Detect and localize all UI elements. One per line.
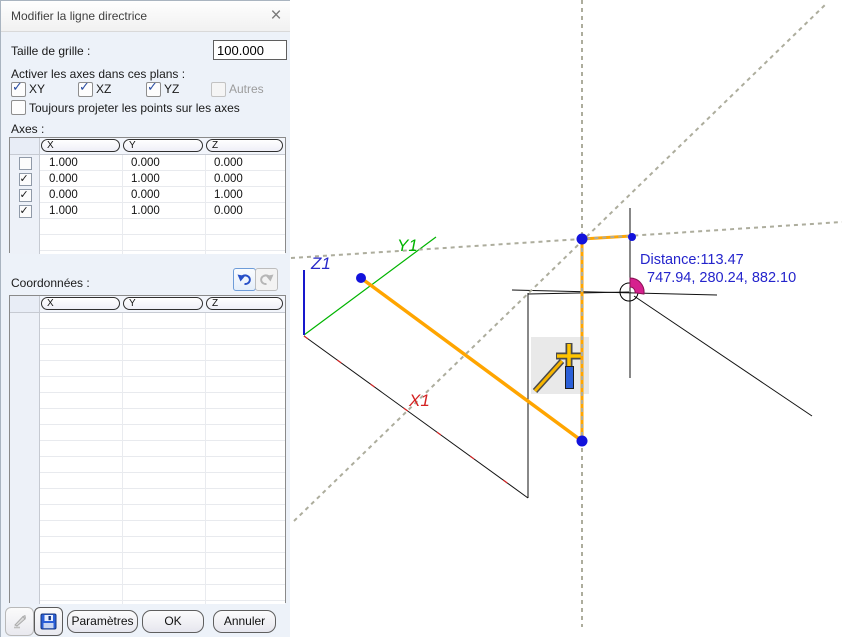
row-checkbox[interactable] [18, 172, 32, 186]
row-checkbox[interactable] [18, 156, 32, 170]
model-viewport[interactable]: Z1 Y1 X1 Distance:113.47 747.94, 280.24,… [290, 0, 842, 637]
checkbox-autres [211, 82, 226, 97]
y1-axis-label: Y1 [397, 236, 418, 255]
grid-size-input[interactable] [213, 40, 287, 60]
snap-marker-icon [629, 277, 645, 295]
checkbox-xz-label: XZ [96, 82, 112, 96]
dialog-title: Modifier la ligne directrice [11, 9, 148, 23]
coordinates-readout: 747.94, 280.24, 882.10 [647, 270, 796, 286]
model-canvas[interactable]: Z1 Y1 X1 Distance:113.47 747.94, 280.24,… [290, 0, 842, 637]
checkbox-project-points[interactable] [11, 100, 26, 115]
planes-label: Activer les axes dans ces plans : [11, 67, 186, 81]
dialog-titlebar[interactable]: Modifier la ligne directrice × [1, 1, 290, 32]
checkbox-xy-label: XY [29, 82, 46, 96]
coordinates-header-spacer [10, 296, 40, 312]
axes-header-z[interactable]: Z [206, 139, 283, 152]
save-icon [40, 613, 57, 630]
distance-readout: Distance:113.47 [640, 252, 744, 268]
table-row[interactable]: 1.000 0.000 0.000 [10, 155, 285, 171]
coordinates-table-header: X Y Z [10, 296, 285, 313]
project-points-label: Toujours projeter les points sur les axe… [29, 101, 240, 115]
coordinates-header-x[interactable]: X [41, 297, 120, 310]
cancel-button[interactable]: Annuler [213, 610, 276, 633]
model-edges [303, 208, 813, 499]
row-checkbox[interactable] [18, 204, 32, 218]
checkbox-yz-label: YZ [164, 82, 180, 96]
axes-table-header: X Y Z [10, 138, 285, 155]
grid-guide-lines [290, 0, 842, 627]
coordinates-table-body[interactable] [10, 313, 285, 604]
drive-line-tool-cursor-icon [531, 337, 589, 394]
coordinates-label: Coordonnées : [11, 276, 90, 290]
axes-table-body: 1.000 0.000 0.000 0.000 1.000 0.000 0.00… [10, 155, 285, 254]
axes-header-spacer [10, 138, 40, 154]
axes-header-y[interactable]: Y [123, 139, 203, 152]
axes-header-x[interactable]: X [41, 139, 120, 152]
parameters-button[interactable]: Paramètres [67, 610, 138, 633]
axes-table: X Y Z 1.000 0.000 0.000 0.000 1.000 [9, 137, 286, 254]
row-checkbox[interactable] [18, 188, 32, 202]
checkbox-yz[interactable] [146, 80, 161, 97]
checkbox-xy[interactable] [11, 80, 26, 97]
redo-icon [260, 274, 274, 286]
coordinates-table: X Y Z [9, 295, 286, 604]
close-icon[interactable]: × [270, 5, 282, 26]
axes-label: Axes : [11, 122, 45, 136]
table-row[interactable]: 0.000 1.000 0.000 [10, 171, 285, 187]
undo-button[interactable] [233, 268, 256, 291]
ok-button[interactable]: OK [142, 610, 204, 633]
z1-axis-label: Z1 [310, 254, 331, 273]
pen-button [5, 607, 34, 636]
modify-drive-line-dialog: Modifier la ligne directrice × Taille de… [0, 0, 291, 637]
redo-button [255, 268, 278, 291]
drive-line[interactable] [359, 234, 632, 443]
table-row[interactable]: 1.000 1.000 0.000 [10, 203, 285, 219]
drive-line-points[interactable] [356, 233, 636, 447]
save-button[interactable] [34, 607, 63, 636]
table-row[interactable]: 0.000 0.000 1.000 [10, 187, 285, 203]
checkbox-xz[interactable] [78, 80, 93, 97]
pen-icon [14, 614, 26, 629]
undo-icon [237, 274, 251, 286]
coordinates-header-y[interactable]: Y [123, 297, 203, 310]
x1-axis-label: X1 [408, 391, 430, 410]
grid-size-label: Taille de grille : [11, 44, 91, 58]
coordinates-header-z[interactable]: Z [206, 297, 283, 310]
checkbox-autres-label: Autres [229, 82, 264, 96]
